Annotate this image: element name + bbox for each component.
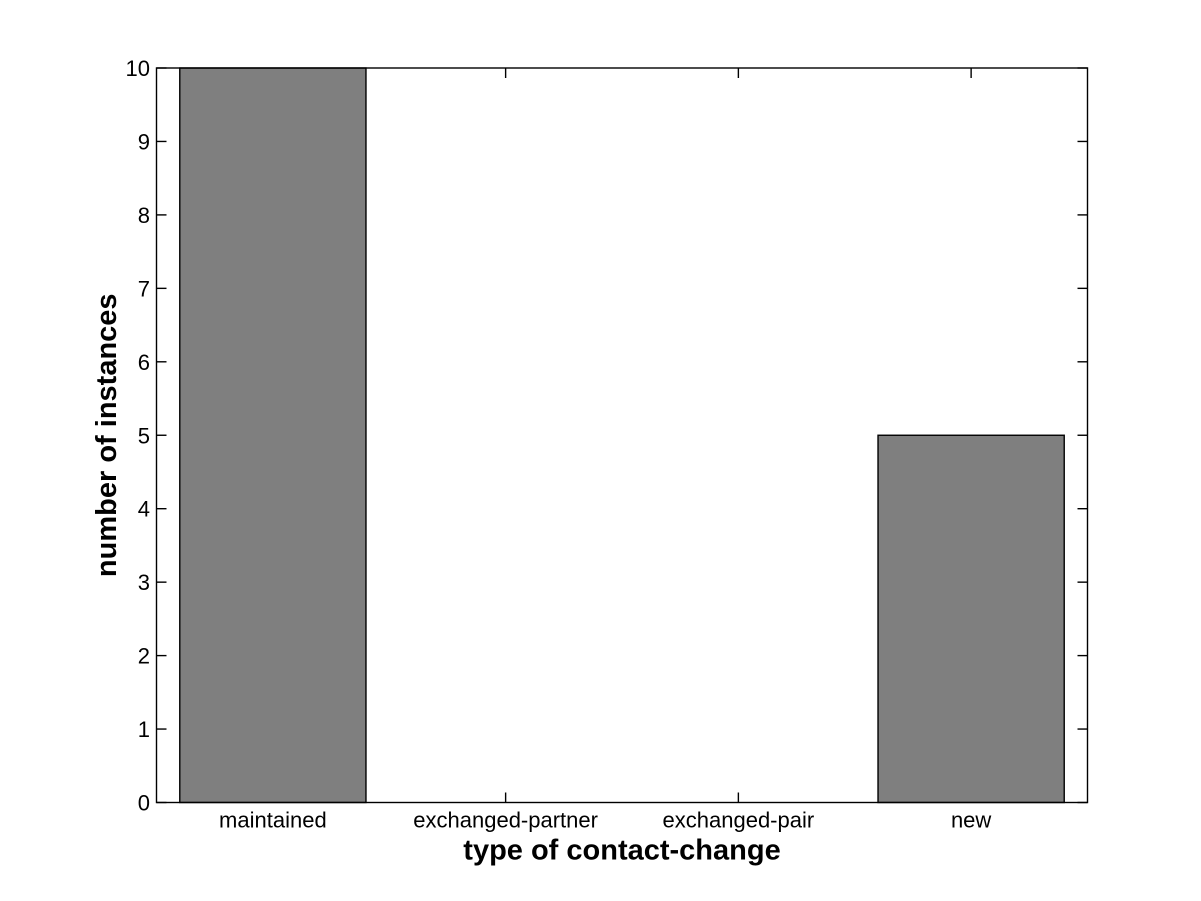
y-axis-label: number of instances [91, 293, 123, 577]
axes-box [155, 67, 1089, 804]
x-tick-label: exchanged-pair [663, 808, 815, 833]
bar-maintained [179, 67, 367, 804]
y-tick-label: 3 [138, 570, 150, 595]
y-tick-label: 10 [126, 56, 150, 81]
y-tick-label: 4 [138, 497, 150, 522]
bar-new [877, 434, 1065, 804]
y-tick-label: 5 [138, 423, 150, 448]
x-tick-label: maintained [219, 808, 327, 833]
y-tick-label: 6 [138, 350, 150, 375]
plot-area: 0 1 2 3 4 5 6 7 8 9 10 maintained exchanged-partner e… [126, 56, 1089, 833]
x-axis-label: type of contact-change [463, 835, 780, 867]
y-tick-label: 1 [138, 717, 150, 742]
y-tick-label: 2 [138, 644, 150, 669]
y-tick-label: 8 [138, 203, 150, 228]
y-tick-label: 7 [138, 276, 150, 301]
x-tick-label: exchanged-partner [413, 808, 598, 833]
y-tick-label: 0 [138, 791, 150, 816]
y-tick-label: 9 [138, 129, 150, 154]
x-tick-label: new [951, 808, 991, 833]
